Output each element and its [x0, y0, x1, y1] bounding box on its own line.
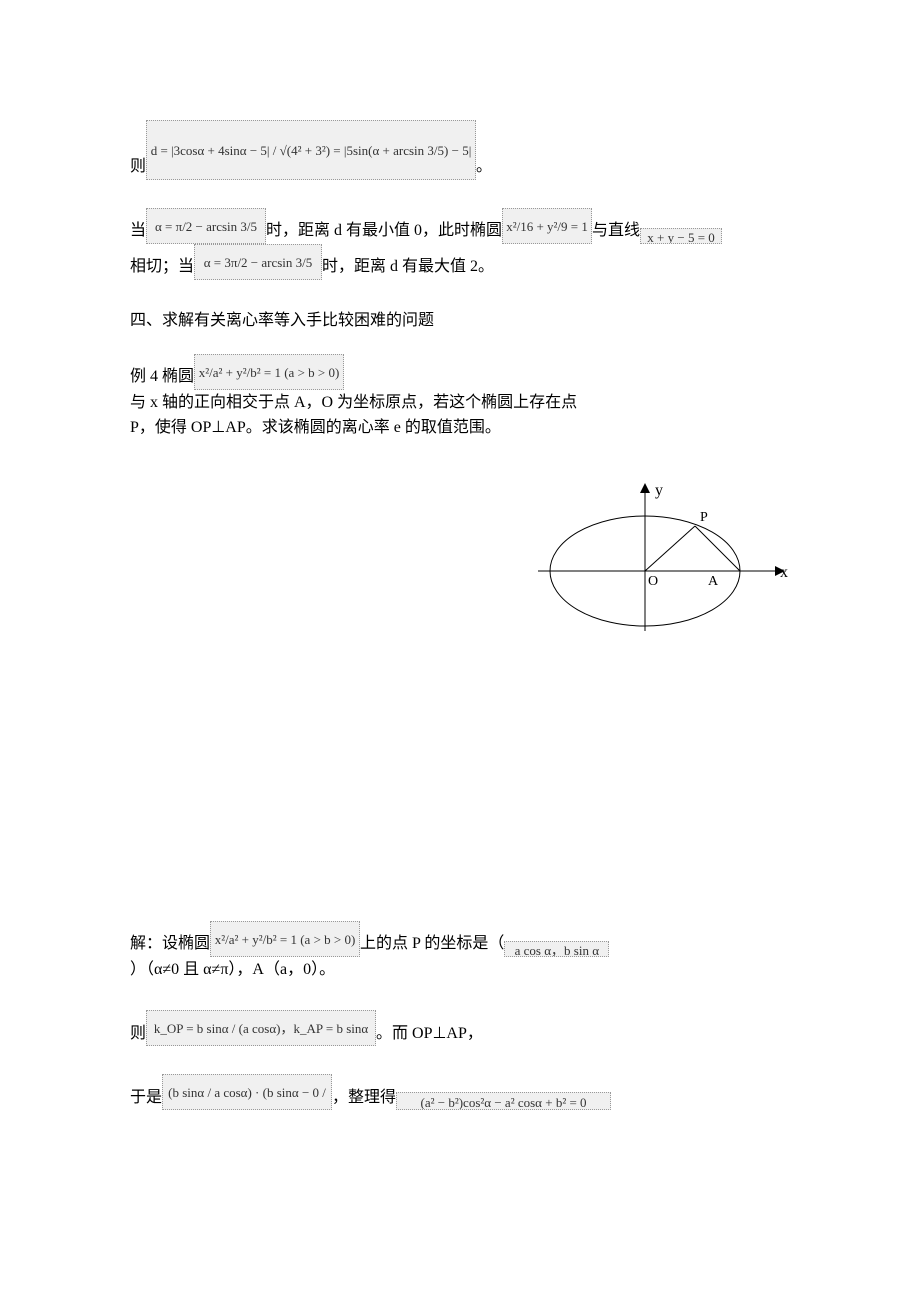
sol3-f2: (a² − b²)cos²α − a² cosα + b² = 0 — [396, 1092, 611, 1110]
sol2-t2: 。而 OP⊥AP， — [376, 1021, 483, 1047]
sol2-t1: 则 — [130, 1021, 146, 1047]
equation-d-block: 则 d = |3cosα + 4sinα − 5| / √(4² + 3²) =… — [130, 120, 790, 180]
p1-f2: x²/16 + y²/9 = 1 — [502, 208, 592, 244]
sol1-f1: x²/a² + y²/b² = 1 (a > b > 0) — [210, 921, 360, 957]
formula-d: d = |3cosα + 4sinα − 5| / √(4² + 3²) = |… — [146, 120, 476, 180]
label-o: O — [648, 574, 658, 589]
p1-f1: α = π/2 − arcsin 3/5 — [146, 208, 266, 244]
y-axis-arrow — [640, 483, 650, 493]
solution-line-2: 则 k_OP = b sinα / (a cosα)，k_AP = b sinα… — [130, 1010, 790, 1046]
sol1-f2: a cos α，b sin α — [504, 941, 609, 957]
p1-t2: 时，距离 d 有最小值 0，此时椭圆 — [266, 218, 502, 244]
p1-t3: 与直线 — [592, 218, 640, 244]
ex4-t1: 例 4 椭圆 — [130, 364, 194, 390]
paragraph-min-max: 当 α = π/2 − arcsin 3/5 时，距离 d 有最小值 0，此时椭… — [130, 208, 790, 280]
p1-t4: 相切；当 — [130, 254, 194, 280]
p1-t1: 当 — [130, 218, 146, 244]
sol3-t2: ，整理得 — [332, 1085, 396, 1111]
label-a: A — [708, 574, 719, 589]
line-pa — [695, 526, 740, 571]
prefix-ze: 则 — [130, 154, 146, 180]
line-op — [645, 526, 695, 571]
ex4-f1: x²/a² + y²/b² = 1 (a > b > 0) — [194, 354, 344, 390]
suffix-period: 。 — [476, 154, 492, 180]
example-4-statement: 例 4 椭圆 x²/a² + y²/b² = 1 (a > b > 0) 与 x… — [130, 354, 790, 441]
p1-f4: α = 3π/2 − arcsin 3/5 — [194, 244, 322, 280]
p1-f3: x + y − 5 = 0 — [640, 228, 722, 244]
sol3-f1: (b sinα / a cosα) · (b sinα − 0 / a cosα… — [162, 1074, 332, 1110]
solution-line-3: 于是 (b sinα / a cosα) · (b sinα − 0 / a c… — [130, 1074, 790, 1110]
label-p: P — [700, 510, 708, 525]
p1-t5: 时，距离 d 有最大值 2。 — [322, 254, 494, 280]
label-x: x — [780, 564, 788, 581]
sol1-t1: 解：设椭圆 — [130, 931, 210, 957]
sol1-t3: ）（α≠0 且 α≠π），A（a，0）。 — [130, 957, 335, 983]
figure-container: y x O A P — [130, 481, 790, 641]
ex4-t2: 与 x 轴的正向相交于点 A，O 为坐标原点，若这个椭圆上存在点 P，使得 OP… — [130, 390, 590, 441]
ellipse-figure: y x O A P — [530, 481, 790, 641]
solution-line-1: 解：设椭圆 x²/a² + y²/b² = 1 (a > b > 0) 上的点 … — [130, 921, 790, 983]
label-y: y — [655, 482, 663, 499]
sol2-f1: k_OP = b sinα / (a cosα)，k_AP = b sinα −… — [146, 1010, 376, 1046]
sol1-t2: 上的点 P 的坐标是（ — [360, 931, 504, 957]
sol3-t1: 于是 — [130, 1085, 162, 1111]
section-title-text: 四、求解有关离心率等入手比较困难的问题 — [130, 312, 434, 329]
section-title: 四、求解有关离心率等入手比较困难的问题 — [130, 308, 790, 334]
